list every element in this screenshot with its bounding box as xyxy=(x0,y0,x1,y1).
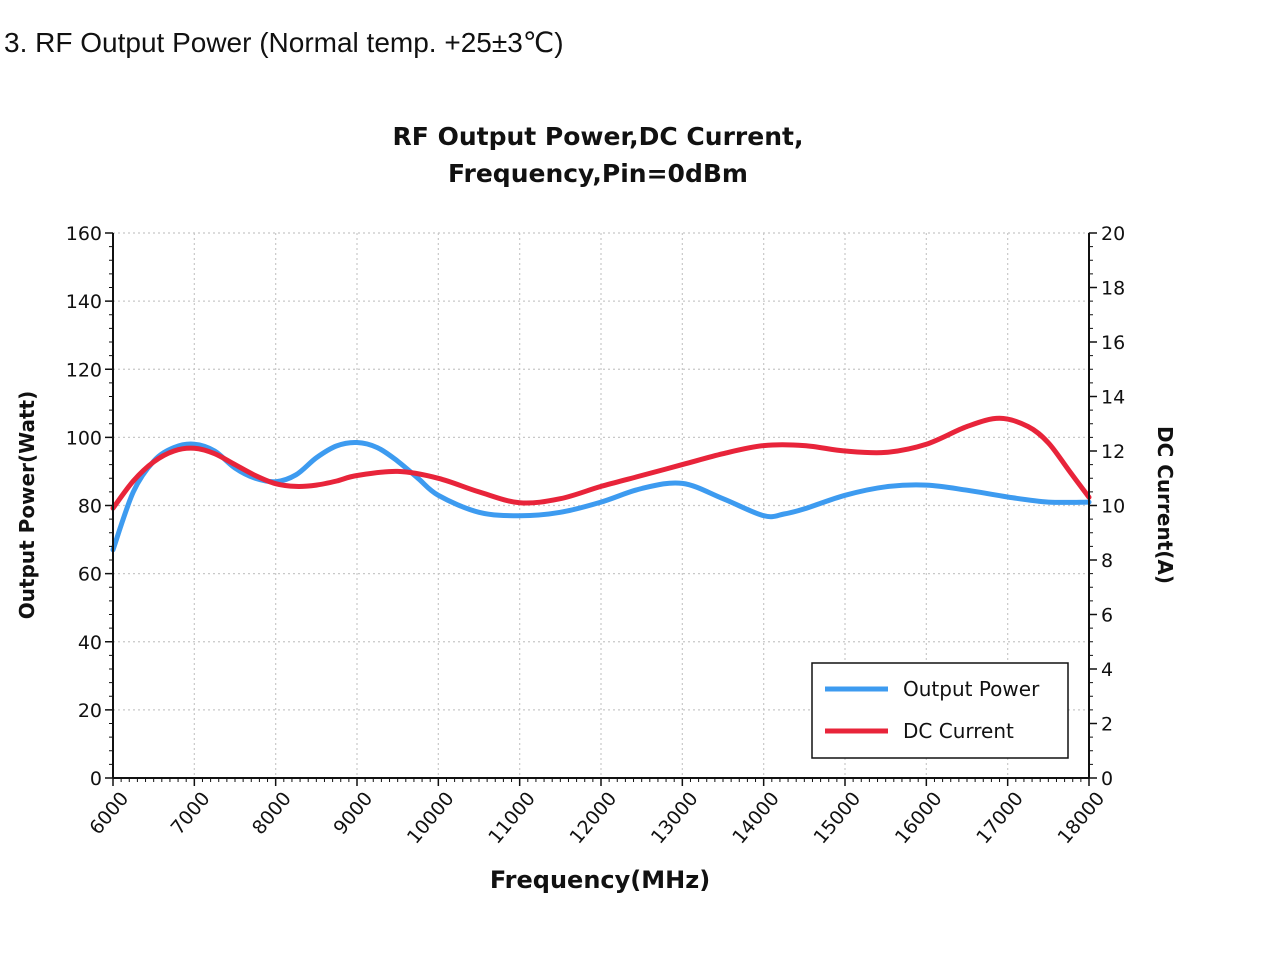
y2-tick-label: 12 xyxy=(1101,441,1125,463)
x-tick-label: 9000 xyxy=(329,788,377,839)
chart-title-line-2: Frequency,Pin=0dBm xyxy=(448,159,748,188)
x-axis-label: Frequency(MHz) xyxy=(490,866,710,894)
x-tick-label: 12000 xyxy=(566,788,622,848)
y-tick-label: 60 xyxy=(78,564,102,586)
x-tick-label: 8000 xyxy=(248,788,296,839)
y-axis-label: Output Power(Watt) xyxy=(15,391,39,619)
series-line-dc-current xyxy=(110,415,1092,511)
x-tick-label: 6000 xyxy=(85,788,133,839)
grid xyxy=(113,232,1090,778)
y2-tick-label: 16 xyxy=(1101,332,1125,354)
legend-label-output-power: Output Power xyxy=(903,677,1040,701)
y-tick-label: 20 xyxy=(78,700,102,722)
section-heading: 3. RF Output Power (Normal temp. +25±3℃) xyxy=(4,27,564,58)
y2-tick-label: 18 xyxy=(1101,278,1125,300)
y2-tick-label: 6 xyxy=(1101,605,1113,627)
y2-tick-label: 8 xyxy=(1101,550,1113,572)
axes xyxy=(105,232,1097,786)
y2-tick-label: 0 xyxy=(1101,768,1113,790)
y-tick-label: 140 xyxy=(66,291,102,313)
y-tick-label: 40 xyxy=(78,632,102,654)
x-tick-label: 7000 xyxy=(167,788,215,839)
y2-axis-label: DC Current(A) xyxy=(1153,426,1177,584)
y2-tick-label: 10 xyxy=(1101,496,1125,518)
y-tick-label: 100 xyxy=(66,427,102,449)
y2-tick-label: 2 xyxy=(1101,714,1113,736)
y-tick-label: 160 xyxy=(66,223,102,245)
legend: Output Power DC Current xyxy=(811,662,1069,759)
x-tick-label: 10000 xyxy=(403,788,459,848)
series-lines xyxy=(110,415,1092,553)
y-tick-label: 120 xyxy=(66,359,102,381)
legend-label-dc-current: DC Current xyxy=(903,719,1014,743)
y-tick-label: 0 xyxy=(90,768,102,790)
y2-tick-label: 14 xyxy=(1101,387,1125,409)
y2-tick-label: 4 xyxy=(1101,659,1113,681)
y2-tick-label: 20 xyxy=(1101,223,1125,245)
x-tick-label: 11000 xyxy=(484,788,540,848)
x-tick-label: 16000 xyxy=(891,788,947,848)
x-tick-label: 13000 xyxy=(647,788,703,848)
x-tick-label: 14000 xyxy=(728,788,784,848)
x-tick-label: 15000 xyxy=(810,788,866,848)
y-tick-label: 80 xyxy=(78,496,102,518)
x-tick-label: 17000 xyxy=(972,788,1028,848)
chart-title-line-1: RF Output Power,DC Current, xyxy=(393,122,804,151)
x-tick-label: 18000 xyxy=(1054,788,1110,848)
